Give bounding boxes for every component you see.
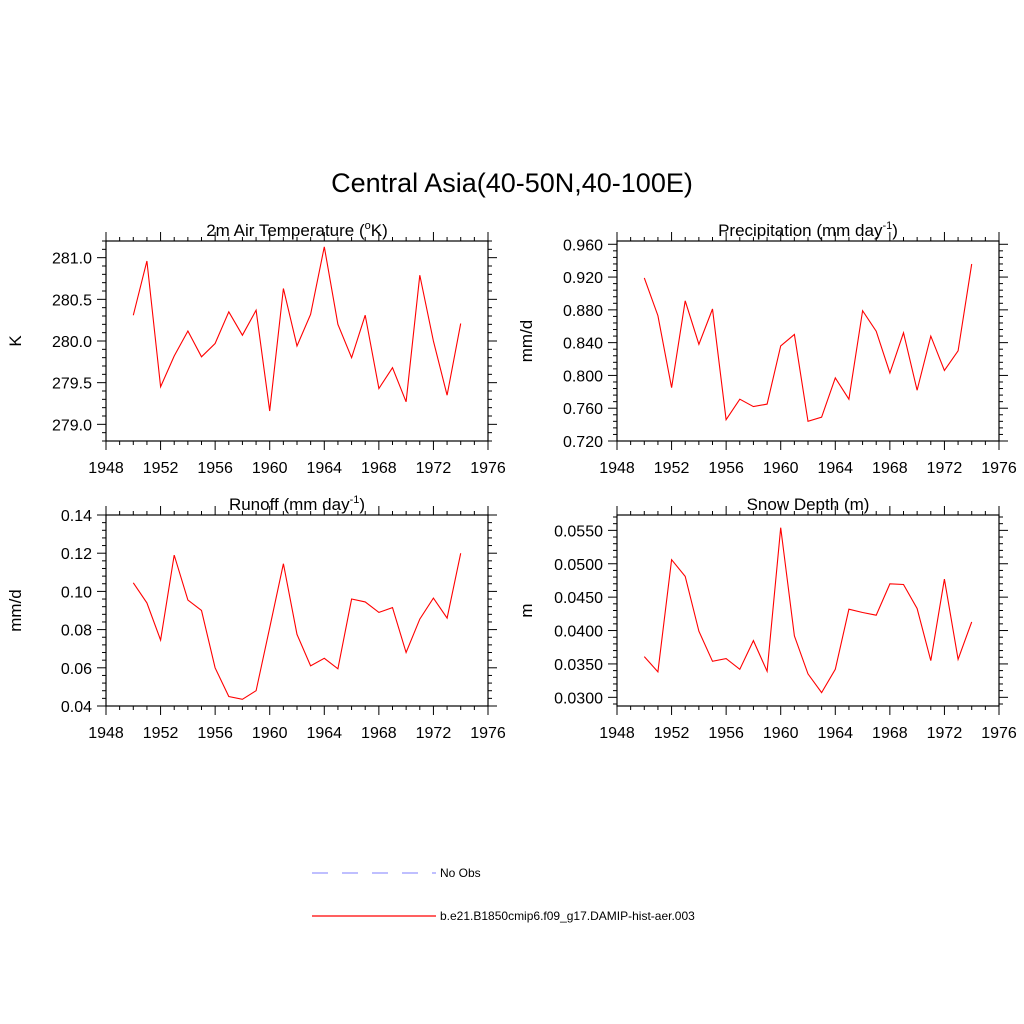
y-axis-label: K <box>6 335 25 347</box>
x-tick-label: 1972 <box>927 725 963 742</box>
x-tick-label: 1976 <box>470 460 506 477</box>
y-tick-label: 0.0450 <box>554 590 603 607</box>
x-tick-label: 1952 <box>654 725 690 742</box>
x-tick-label: 1948 <box>599 725 635 742</box>
x-tick-label: 1956 <box>708 460 744 477</box>
x-tick-label: 1956 <box>197 460 233 477</box>
x-tick-label: 1976 <box>981 725 1017 742</box>
y-tick-label: 0.04 <box>61 699 92 716</box>
y-tick-label: 280.5 <box>52 292 92 309</box>
y-tick-label: 0.12 <box>61 546 92 563</box>
x-tick-label: 1976 <box>470 725 506 742</box>
series-line <box>132 246 462 412</box>
y-tick-label: 0.800 <box>563 368 603 385</box>
y-tick-label: 0.840 <box>563 336 603 353</box>
y-tick-label: 0.0300 <box>554 690 603 707</box>
x-tick-label: 1972 <box>416 725 452 742</box>
panel-title: Precipitation (mm day-1) <box>718 220 898 240</box>
x-tick-label: 1960 <box>252 725 288 742</box>
y-tick-label: 0.14 <box>61 508 92 525</box>
y-axis-label: m <box>517 603 536 617</box>
x-tick-label: 1952 <box>654 460 690 477</box>
y-tick-label: 0.880 <box>563 303 603 320</box>
series-line <box>643 263 973 423</box>
y-tick-label: 0.720 <box>563 434 603 451</box>
y-tick-label: 0.920 <box>563 270 603 287</box>
chart-panel-4: 1948 1952 1956 1960 1964 1968 1972 1976 0.0300 0.… <box>517 495 1017 742</box>
plot-frame <box>616 240 1000 442</box>
x-tick-label: 1968 <box>361 460 397 477</box>
chart-panel-2: 1948 1952 1956 1960 1964 1968 1972 1976 0.720 0.7… <box>517 220 1017 477</box>
x-tick-label: 1952 <box>143 460 179 477</box>
plot-frame <box>105 240 489 442</box>
panel-title: 2m Air Temperature (oK) <box>206 220 388 240</box>
x-tick-label: 1964 <box>306 460 342 477</box>
x-tick-label: 1948 <box>88 725 124 742</box>
x-tick-label: 1948 <box>88 460 124 477</box>
x-tick-label: 1960 <box>763 460 799 477</box>
x-tick-label: 1972 <box>416 460 452 477</box>
y-axis-label: mm/d <box>517 320 536 363</box>
y-tick-label: 0.0350 <box>554 657 603 674</box>
y-tick-label: 0.08 <box>61 623 92 640</box>
x-tick-label: 1972 <box>927 460 963 477</box>
x-tick-label: 1976 <box>981 460 1017 477</box>
x-tick-label: 1948 <box>599 460 635 477</box>
x-tick-label: 1964 <box>817 460 853 477</box>
chart-panel-3: 1948 1952 1956 1960 1964 1968 1972 1976 0.04 0.06… <box>6 494 506 742</box>
panel-title: Runoff (mm day-1) <box>229 494 365 514</box>
x-tick-label: 1956 <box>197 725 233 742</box>
series-line <box>132 553 462 700</box>
x-tick-label: 1952 <box>143 725 179 742</box>
series-line <box>643 527 973 694</box>
legend-label: No Obs <box>440 866 481 880</box>
y-tick-label: 0.760 <box>563 401 603 418</box>
y-tick-label: 281.0 <box>52 251 92 268</box>
x-tick-label: 1956 <box>708 725 744 742</box>
y-tick-label: 279.0 <box>52 417 92 434</box>
y-axis-label: mm/d <box>6 589 25 632</box>
figure-title: Central Asia(40-50N,40-100E) <box>331 168 693 198</box>
y-tick-label: 0.0400 <box>554 624 603 641</box>
x-tick-label: 1968 <box>872 725 908 742</box>
x-tick-label: 1960 <box>763 725 799 742</box>
x-tick-label: 1964 <box>817 725 853 742</box>
panel-title: Snow Depth (m) <box>747 495 870 514</box>
x-tick-label: 1960 <box>252 460 288 477</box>
legend-label: b.e21.B1850cmip6.f09_g17.DAMIP-hist-aer.… <box>440 909 695 923</box>
y-tick-label: 279.5 <box>52 376 92 393</box>
y-tick-label: 0.10 <box>61 584 92 601</box>
x-tick-label: 1964 <box>306 725 342 742</box>
y-tick-label: 0.0550 <box>554 523 603 540</box>
plot-frame <box>105 514 489 707</box>
y-tick-label: 0.0500 <box>554 557 603 574</box>
chart-panel-1: 1948 1952 1956 1960 1964 1968 1972 1976 279.0 279… <box>6 220 506 477</box>
y-tick-label: 0.960 <box>563 237 603 254</box>
x-tick-label: 1968 <box>361 725 397 742</box>
y-tick-label: 280.0 <box>52 334 92 351</box>
legend: No Obs b.e21.B1850cmip6.f09_g17.DAMIP-his… <box>312 866 695 923</box>
x-tick-label: 1968 <box>872 460 908 477</box>
y-tick-label: 0.06 <box>61 661 92 678</box>
plot-frame <box>616 514 1000 707</box>
